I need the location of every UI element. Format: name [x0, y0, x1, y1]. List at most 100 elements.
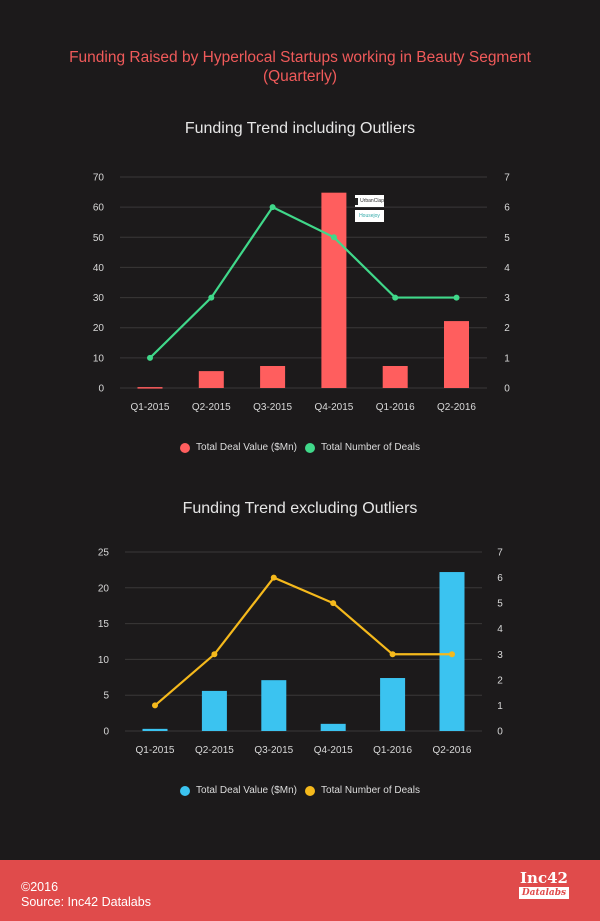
right-axis-tick-label: 6: [497, 573, 503, 584]
left-axis-tick-label: 40: [93, 263, 105, 274]
chart2-plot: 0 5 10 15 20 25 0 1 2 3 4 5 6 7 Q1-2015 Q2-2015 Q3-2015 Q…: [98, 548, 503, 757]
x-axis-tick-label: Q4-2015: [314, 745, 353, 756]
left-axis-tick-label: 10: [98, 655, 110, 666]
right-axis-tick-label: 2: [497, 675, 503, 686]
legend-label: Total Deal Value ($Mn): [196, 785, 298, 796]
deals-line: [149, 205, 457, 359]
legend-item-deal-value: Total Deal Value ($Mn): [180, 442, 297, 453]
copyright: ©2016: [21, 880, 59, 894]
x-axis-tick-label: Q3-2015: [254, 745, 293, 756]
chart1-title: Funding Trend including Outliers: [184, 120, 416, 137]
left-axis-tick-label: 10: [93, 353, 105, 364]
deals-point-q4-2015: [330, 234, 337, 241]
legend-item-number-of-deals: Total Number of Deals: [305, 785, 420, 796]
right-axis-tick-label: 0: [504, 384, 510, 395]
bar-q2-2015: [201, 690, 227, 731]
deals-point-q1-2015: [152, 702, 158, 709]
source-text: Source: Inc42 Datalabs: [21, 895, 151, 909]
x-axis-tick-label: Q3-2015: [253, 402, 292, 413]
legend-dot-yellow-icon: [305, 785, 316, 796]
left-axis-tick-label: 20: [93, 323, 105, 334]
chart1-legend: Total Deal Value ($Mn) Total Number of D…: [0, 442, 600, 453]
deals-line: [154, 576, 452, 707]
bar-q1-2016: [380, 678, 406, 731]
left-axis-tick-label: 0: [103, 727, 109, 738]
main-title-line2: (Quarterly): [262, 68, 338, 85]
housejoy-label: Housejoy: [359, 213, 380, 219]
deals-point-q3-2015: [269, 204, 276, 211]
right-axis-tick-label: 1: [497, 701, 503, 712]
x-axis-tick-label: Q1-2015: [131, 402, 170, 413]
x-axis-tick-label: Q1-2016: [373, 745, 412, 756]
legend-label: Total Number of Deals: [321, 785, 420, 796]
left-axis-tick-label: 60: [93, 203, 105, 214]
right-axis-tick-label: 3: [504, 293, 510, 304]
right-axis-tick-label: 1: [504, 353, 510, 364]
main-title: Funding Raised by Hyperlocal Startups wo…: [0, 48, 600, 86]
left-axis-tick-label: 0: [98, 384, 104, 395]
deals-point-q4-2015: [330, 600, 337, 607]
deals-point-q2-2015: [208, 294, 215, 301]
urbanclap-icon: [355, 197, 359, 205]
legend-dot-green-icon: [305, 442, 316, 453]
deals-point-q1-2016: [392, 294, 399, 301]
chart2-legend: Total Deal Value ($Mn) Total Number of D…: [0, 785, 600, 796]
urbanclap-logo-badge: UrbanClap: [355, 195, 384, 207]
x-axis-tick-label: Q2-2016: [433, 745, 472, 756]
deals-point-q1-2015: [147, 354, 153, 361]
deals-point-q2-2015: [211, 651, 218, 658]
deals-point-q1-2016: [389, 651, 396, 658]
bar-q2-2015: [198, 371, 224, 388]
bar-q1-2015: [137, 387, 163, 389]
chart1-plot: 0 10 20 30 40 50 60 70 0 1 2 3 4 5 6 7 Q1-2015 Q2-2015 Q3-…: [93, 173, 510, 414]
left-axis-tick-label: 5: [103, 691, 109, 702]
x-axis-tick-label: Q1-2015: [136, 745, 175, 756]
bar-q2-2016: [444, 321, 469, 388]
right-axis-tick-label: 7: [504, 173, 510, 184]
right-axis-tick-label: 7: [497, 548, 503, 559]
footer: ©2016 Source: Inc42 Datalabs Inc42 Datal…: [0, 860, 600, 921]
x-axis-tick-label: Q1-2016: [376, 402, 415, 413]
bar-q4-2015: [321, 192, 347, 388]
left-axis-tick-label: 20: [98, 583, 110, 594]
bar-q3-2015: [260, 365, 286, 388]
chart2-title: Funding Trend excluding Outliers: [182, 500, 418, 517]
bar-q1-2015: [142, 728, 168, 731]
legend-item-deal-value: Total Deal Value ($Mn): [180, 785, 297, 796]
left-axis-tick-label: 30: [93, 293, 105, 304]
deals-point-q2-2016: [449, 651, 455, 658]
left-axis-tick-label: 70: [93, 173, 105, 184]
legend-item-number-of-deals: Total Number of Deals: [305, 442, 420, 453]
right-axis-tick-label: 0: [497, 727, 503, 738]
x-axis-tick-label: Q4-2015: [314, 402, 353, 413]
right-axis-tick-label: 6: [504, 203, 510, 214]
x-axis-tick-label: Q2-2016: [437, 402, 476, 413]
legend-dot-blue-icon: [180, 785, 191, 796]
bar-q1-2016: [382, 365, 408, 388]
right-axis-tick-label: 4: [504, 263, 510, 274]
right-axis-tick-label: 3: [497, 650, 503, 661]
deals-point-q2-2016: [453, 294, 460, 301]
left-axis-tick-label: 15: [98, 619, 110, 630]
housejoy-logo-badge: Housejoy: [355, 210, 384, 222]
legend-dot-red-icon: [180, 442, 191, 453]
right-axis-tick-label: 5: [497, 599, 503, 610]
x-axis-tick-label: Q2-2015: [192, 402, 231, 413]
urbanclap-label: UrbanClap: [360, 198, 384, 204]
footer-credits: ©2016 Source: Inc42 Datalabs: [21, 880, 151, 910]
right-axis-tick-label: 2: [504, 323, 510, 334]
bar-q4-2015: [320, 723, 346, 731]
left-axis-tick-label: 25: [98, 548, 110, 559]
right-axis-tick-label: 4: [497, 624, 503, 635]
deals-point-q3-2015: [270, 574, 277, 581]
logo-inc42: Inc42: [520, 869, 568, 887]
main-title-line1: Funding Raised by Hyperlocal Startups wo…: [69, 49, 531, 66]
bar-q3-2015: [261, 680, 287, 731]
left-axis-tick-label: 50: [93, 233, 105, 244]
x-axis-tick-label: Q2-2015: [195, 745, 234, 756]
legend-label: Total Deal Value ($Mn): [196, 442, 298, 453]
right-axis-tick-label: 5: [504, 233, 510, 244]
legend-label: Total Number of Deals: [321, 442, 420, 453]
inc42-datalabs-logo: Inc42 Datalabs: [519, 870, 569, 899]
logo-datalabs: Datalabs: [519, 887, 569, 899]
